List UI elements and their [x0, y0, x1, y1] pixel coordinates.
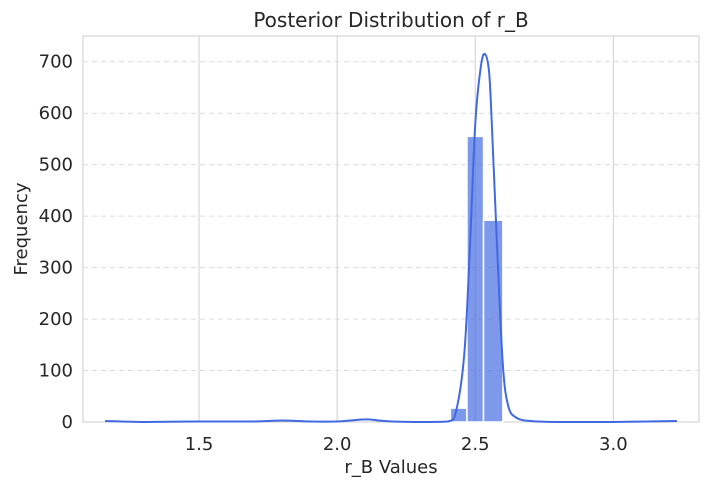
- x-tick-label: 2.5: [461, 434, 490, 455]
- y-tick-label: 200: [39, 309, 73, 330]
- tick-labels: 1.5 2.0 2.5 3.0 0 100 200 300 400 500 600 700: [39, 52, 628, 455]
- y-tick-label: 700: [39, 52, 73, 73]
- y-tick-label: 100: [39, 361, 73, 382]
- grid: [83, 36, 699, 422]
- x-tick-label: 1.5: [185, 434, 214, 455]
- y-tick-label: 600: [39, 103, 73, 124]
- kde-curve: [105, 52, 677, 424]
- y-tick-label: 500: [39, 155, 73, 176]
- x-tick-label: 2.0: [323, 434, 352, 455]
- x-tick-label: 3.0: [599, 434, 628, 455]
- x-axis-label: r_B Values: [344, 457, 437, 478]
- plot-area: [82, 35, 700, 423]
- y-axis-label: Frequency: [11, 182, 32, 275]
- chart-title: Posterior Distribution of r_B: [253, 8, 528, 32]
- y-tick-label: 0: [62, 412, 73, 433]
- kde-line: [105, 52, 677, 424]
- y-tick-label: 300: [39, 258, 73, 279]
- y-tick-label: 400: [39, 206, 73, 227]
